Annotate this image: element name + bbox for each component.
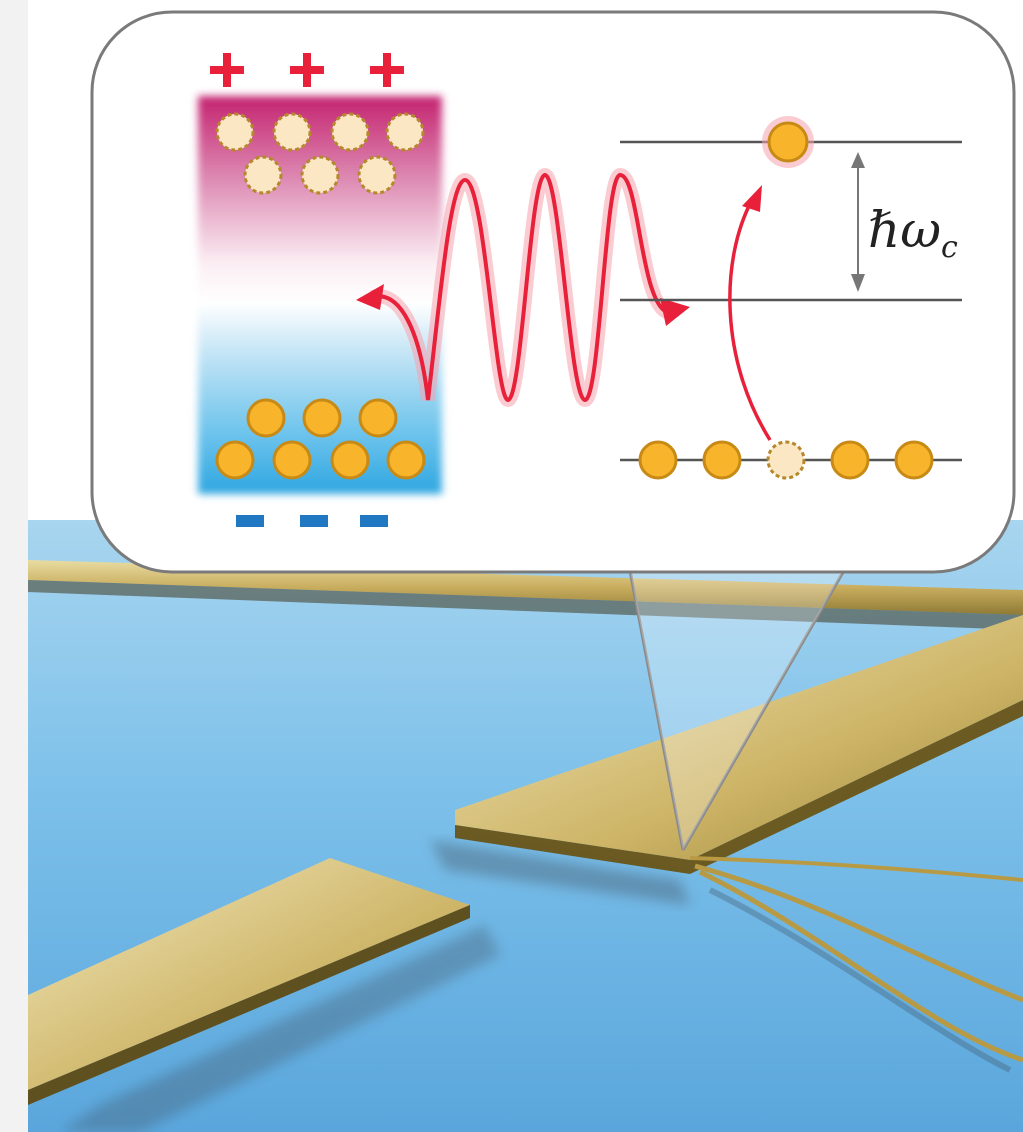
hole xyxy=(332,114,368,150)
electron xyxy=(360,400,396,436)
minus-sign xyxy=(300,515,328,527)
energy-gap-subscript: c xyxy=(941,230,958,265)
electron xyxy=(704,442,740,478)
hole xyxy=(387,114,423,150)
hole xyxy=(217,114,253,150)
minus-sign xyxy=(360,515,388,527)
electron xyxy=(832,442,868,478)
negative-charges xyxy=(236,515,388,527)
hole xyxy=(359,157,395,193)
left-edge-strip xyxy=(0,0,28,1132)
electron xyxy=(332,442,368,478)
excited-electron xyxy=(762,116,814,168)
energy-gap-label: ℏωc xyxy=(868,200,958,278)
hole xyxy=(302,157,338,193)
electron xyxy=(640,442,676,478)
energy-gap-symbol: ℏω xyxy=(868,201,941,259)
electron xyxy=(388,442,424,478)
electron xyxy=(304,400,340,436)
electron xyxy=(248,400,284,436)
hole xyxy=(245,157,281,193)
electron xyxy=(274,442,310,478)
hole xyxy=(274,114,310,150)
electron xyxy=(217,442,253,478)
minus-sign xyxy=(236,515,264,527)
hole xyxy=(768,442,804,478)
electron xyxy=(896,442,932,478)
